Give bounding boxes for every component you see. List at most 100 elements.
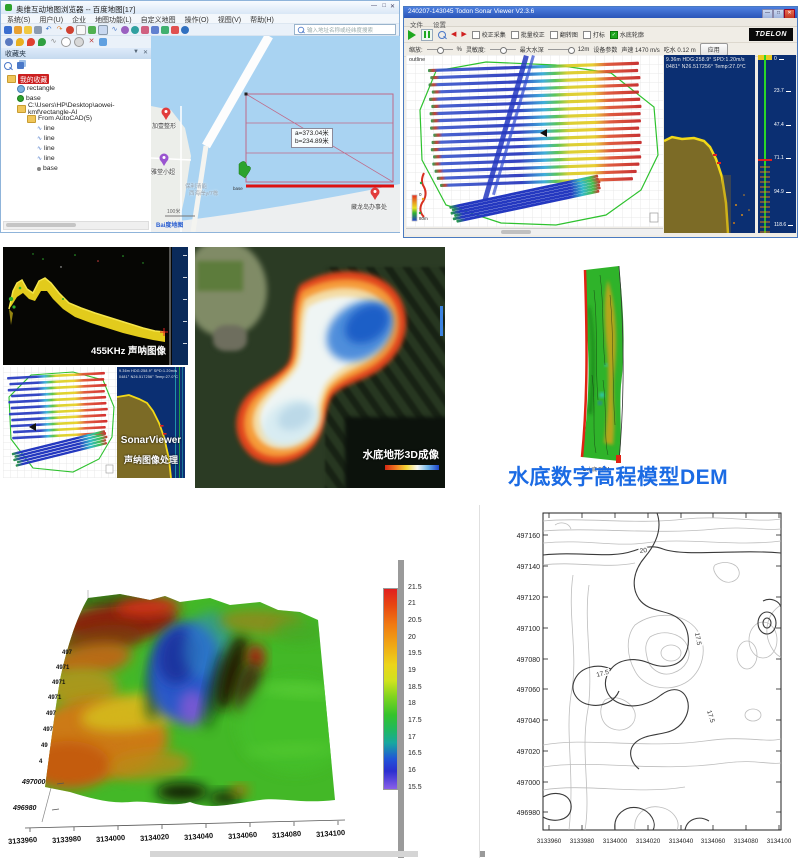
tree-item-base2[interactable]: base <box>37 164 58 173</box>
checkbox-batch[interactable]: 批量校正 <box>510 30 545 39</box>
tree-item-autocad[interactable]: From AutoCAD(5) <box>27 114 92 123</box>
poi-pin-purple[interactable] <box>159 153 169 167</box>
tree-item-path[interactable]: C:\Users\HP\Desktop\aowei-kmf\rectangle-… <box>17 102 148 116</box>
viewer-plan-mini <box>3 367 117 478</box>
upload-icon[interactable] <box>14 25 22 34</box>
depth-slider[interactable] <box>547 46 575 54</box>
menu-system[interactable]: 系统(S) <box>7 17 31 24</box>
gear-icon[interactable] <box>5 38 13 46</box>
freeline-icon[interactable]: ∿ <box>50 38 57 45</box>
print-icon[interactable] <box>34 25 42 34</box>
maximize-button[interactable]: □ <box>773 8 784 19</box>
menu-user[interactable]: 用户(U) <box>39 17 64 24</box>
crossing-track-2 <box>492 55 535 196</box>
marker-icon[interactable] <box>171 25 179 34</box>
tree-item-base[interactable]: base <box>17 94 41 103</box>
tree-item-root[interactable]: 我的收藏 <box>7 73 50 84</box>
poi-pin-red-1[interactable] <box>161 107 171 121</box>
measure-icon[interactable] <box>161 25 169 34</box>
zoom-slider[interactable] <box>426 46 453 54</box>
pin-green-icon[interactable] <box>38 38 46 46</box>
svg-text:3134020: 3134020 <box>636 838 661 845</box>
scroll-thumb[interactable] <box>501 230 531 234</box>
tree-search-icon[interactable] <box>4 62 12 70</box>
panel-pin-icon[interactable]: ▼ <box>133 49 139 55</box>
paint-icon[interactable] <box>88 25 96 34</box>
sonar-profile-view[interactable] <box>664 55 755 233</box>
poi-pin-red-2[interactable] <box>370 187 380 201</box>
menu-view[interactable]: 视图(V) <box>217 17 242 24</box>
tree-item-line[interactable]: ∿ line <box>37 144 55 153</box>
tree-item-line[interactable]: ∿ line <box>37 154 55 163</box>
plan-hscrollbar[interactable] <box>406 228 663 235</box>
minimize-icon[interactable]: — <box>371 3 377 9</box>
sonar-plan-view[interactable]: outline 0 80m <box>406 55 663 227</box>
menu-enterprise[interactable]: 企业 <box>72 17 87 24</box>
tree-item-rectangle[interactable]: rectangle <box>17 84 55 93</box>
dem-red-edge <box>580 269 588 458</box>
page-icon[interactable] <box>76 24 86 35</box>
colorbar-tick: 17 <box>408 734 416 741</box>
corner-page-icon[interactable] <box>649 212 659 223</box>
menu-custommap[interactable]: 自定义地图 <box>140 17 176 24</box>
info-icon[interactable] <box>181 25 189 34</box>
close-icon[interactable]: ✕ <box>389 4 395 10</box>
ellipse-icon[interactable] <box>61 37 71 47</box>
globe-icon[interactable] <box>131 25 139 34</box>
layers-icon[interactable] <box>17 62 24 69</box>
maximize-icon[interactable]: □ <box>382 3 386 9</box>
pin-yellow-icon[interactable] <box>16 38 24 46</box>
search-box[interactable]: 输入地址名称或经纬度搜索 <box>294 24 396 35</box>
tree-item-line[interactable]: ∿ line <box>37 134 55 143</box>
search-icon[interactable] <box>297 26 305 33</box>
zoom-rect-icon[interactable] <box>99 38 107 46</box>
base-marker[interactable] <box>238 161 251 179</box>
sonar-titlebar[interactable]: 240207-143045 Todon Sonar Viewer V2.3.6 … <box>404 7 797 19</box>
minimize-button[interactable]: — <box>762 8 773 19</box>
checkbox-flip[interactable]: 翻转图 <box>549 30 578 39</box>
measure-rectangle[interactable] <box>245 93 394 183</box>
sonar-menubar: 文件 设置 <box>404 18 797 29</box>
area-icon[interactable] <box>141 25 149 34</box>
panel-close-icon[interactable]: ✕ <box>142 50 148 56</box>
map-viewport[interactable]: 加壹整形 雅堂小超 藏龙岛办事处 保利清能 西海岸y/7栋 base a=373… <box>151 36 400 232</box>
polyline-icon[interactable]: ∿ <box>111 25 118 33</box>
save-icon[interactable] <box>4 25 12 34</box>
pause-icon[interactable] <box>421 28 433 41</box>
star-icon[interactable] <box>24 25 32 34</box>
redo-icon[interactable]: ↷ <box>56 25 63 33</box>
undo-icon[interactable]: ↶ <box>45 25 52 33</box>
route-icon[interactable] <box>151 25 159 34</box>
next-ping-icon[interactable]: ▶ <box>461 30 467 38</box>
menu-mapfunc[interactable]: 地图功能(L) <box>95 17 132 24</box>
favorites-header[interactable]: 收藏夹 ▼ ✕ <box>1 48 151 59</box>
checkbox-mark[interactable]: 打标 <box>582 30 605 39</box>
menu-settings[interactable]: 设置 <box>433 22 446 29</box>
poi-label: 藏龙岛办事处 <box>351 205 388 211</box>
tree-item-line[interactable]: ∿ line <box>37 124 55 133</box>
window-vscrollbar[interactable] <box>398 560 404 858</box>
map-window-titlebar[interactable]: 奥维互动地图浏览器 -- 百度地图[17] — □ ✕ <box>1 1 399 15</box>
scroll-thumb[interactable] <box>6 223 76 227</box>
close-button[interactable]: ✕ <box>784 8 795 19</box>
checkbox-correction[interactable]: 校正采集 <box>471 30 506 39</box>
close-shape-icon[interactable]: ✕ <box>88 38 95 45</box>
record-icon[interactable] <box>66 25 74 34</box>
zoom-tool-icon[interactable] <box>438 30 446 39</box>
contour-x-labels: 3133960 3133980 3134000 3134020 3134040 … <box>537 838 792 845</box>
checkbox-bottom-outline[interactable]: ✓ 水底轮廓 <box>609 30 644 39</box>
menu-operate[interactable]: 操作(O) <box>184 17 209 24</box>
circle-fill-icon[interactable] <box>74 37 84 47</box>
tree-hscrollbar[interactable] <box>3 221 149 230</box>
window-icon[interactable] <box>98 24 108 35</box>
menu-file[interactable]: 文件 <box>410 22 423 29</box>
play-icon[interactable] <box>408 29 416 40</box>
prev-ping-icon[interactable]: ◀ <box>451 30 457 38</box>
lake-colorbar <box>385 465 439 470</box>
menu-help[interactable]: 帮助(H) <box>250 17 274 24</box>
pin-red-icon[interactable] <box>27 38 35 46</box>
vertex-handle[interactable] <box>244 92 248 96</box>
circle-tool-icon[interactable] <box>121 25 129 34</box>
window-hscrollbar-1[interactable] <box>150 851 418 857</box>
gain-slider[interactable] <box>489 46 516 54</box>
